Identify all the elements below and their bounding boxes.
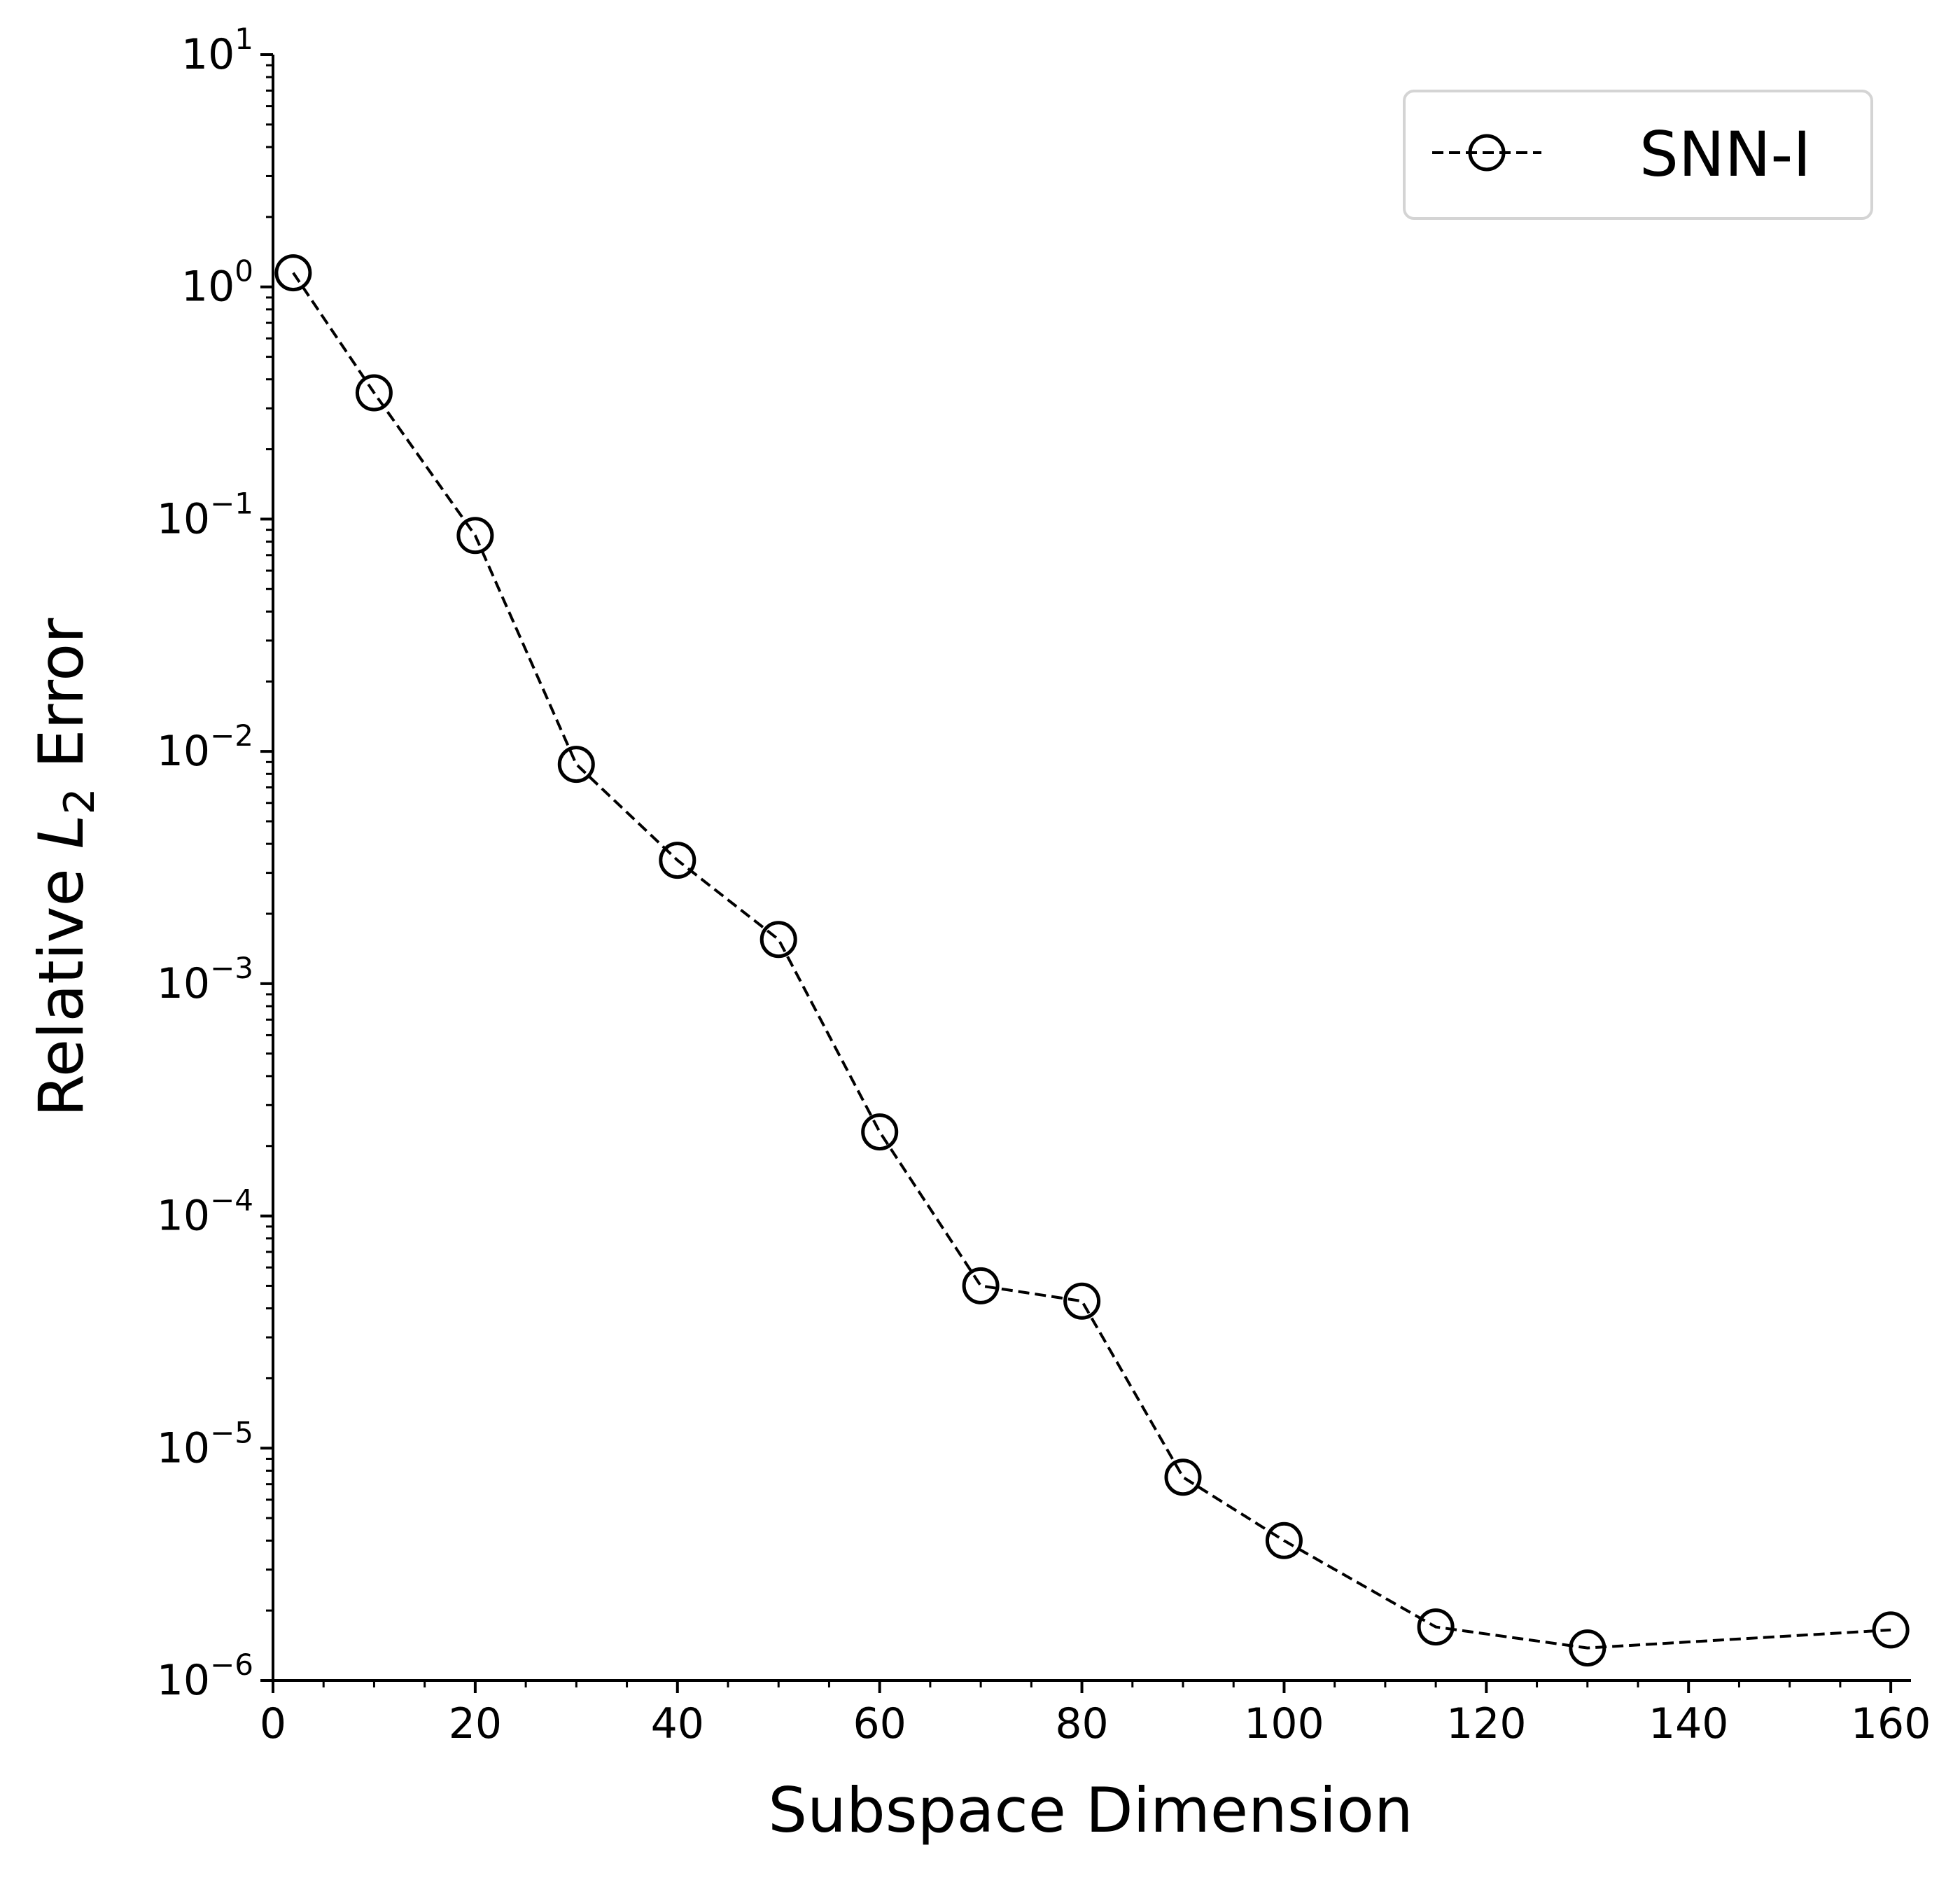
y-axis-label-subscript: 2: [55, 788, 104, 814]
major-ticks: [260, 53, 1893, 1693]
data-point: [355, 374, 393, 412]
data-point: [274, 254, 312, 292]
data-point: [1872, 1611, 1910, 1649]
tick-labels: 0 20 40 60 80 100 120 140 160 10−6 10−5 10−4 10−3 10−…: [157, 22, 1931, 1748]
x-tick-label: 100: [1244, 1699, 1324, 1748]
y-tick-label: 101: [181, 22, 253, 79]
x-tick-label: 140: [1648, 1699, 1729, 1748]
x-tick-label: 40: [651, 1699, 704, 1748]
y-tick-label: 10−5: [157, 1415, 253, 1472]
y-tick-label: 10−3: [157, 951, 253, 1008]
y-axis-label-prefix: Relative: [25, 849, 97, 1117]
x-tick-label: 80: [1055, 1699, 1108, 1748]
legend: SNN-I: [1403, 90, 1873, 220]
series-layer: [274, 254, 1910, 1667]
y-tick-label: 10−1: [157, 486, 253, 543]
legend-label: SNN-I: [1639, 118, 1811, 190]
series-line: [292, 272, 1891, 1650]
data-point: [557, 746, 595, 784]
y-axis-label-symbol: L: [25, 814, 97, 849]
data-point: [456, 517, 494, 555]
x-axis-label: Subspace Dimension: [768, 1774, 1413, 1846]
data-point: [659, 842, 696, 879]
x-tick-label: 0: [260, 1699, 286, 1748]
y-tick-label: 100: [181, 254, 253, 312]
data-point: [861, 1113, 899, 1151]
legend-box: [1403, 90, 1873, 220]
data-point: [1265, 1522, 1303, 1559]
y-tick-label: 10−2: [157, 718, 253, 776]
x-tick-label: 20: [449, 1699, 502, 1748]
data-point: [962, 1267, 1000, 1304]
data-point: [1063, 1282, 1101, 1320]
data-point: [760, 921, 797, 959]
minor-ticks: [266, 64, 1842, 1687]
y-axis-label-suffix: Error: [25, 618, 97, 788]
x-tick-label: 60: [853, 1699, 906, 1748]
y-axis-label: Relative L2 Error: [25, 618, 104, 1117]
x-tick-label: 160: [1851, 1699, 1931, 1748]
y-tick-label: 10−6: [157, 1648, 253, 1705]
legend-marker-sample: [1468, 134, 1506, 172]
y-tick-label: 10−4: [157, 1183, 253, 1241]
data-point: [1569, 1629, 1606, 1667]
data-point: [1417, 1608, 1455, 1646]
data-point: [1164, 1458, 1202, 1496]
axes-layer: [272, 55, 1911, 1682]
x-tick-label: 120: [1446, 1699, 1527, 1748]
